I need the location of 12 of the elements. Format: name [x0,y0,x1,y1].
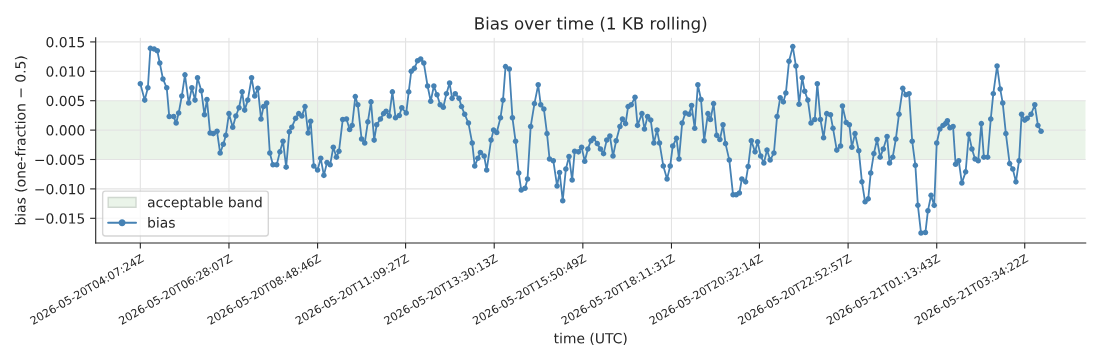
y-tick-label: −0.005 [35,154,85,165]
chart-title: Bias over time (1 KB rolling) [475,16,707,33]
y-tick-label: 0.000 [46,125,85,136]
legend-label: bias [148,217,175,228]
y-tick-label: −0.015 [35,213,85,224]
y-tick-label: 0.010 [46,66,85,77]
y-tick-label: 0.005 [46,95,85,107]
y-tick-label: −0.010 [35,183,85,195]
x-axis-title: time (UTC) [553,332,627,346]
y-tick-label: 0.015 [46,36,85,48]
legend-label: acceptable band [147,196,262,211]
y-axis-title: bias (one-fraction − 0.5) [14,56,28,225]
